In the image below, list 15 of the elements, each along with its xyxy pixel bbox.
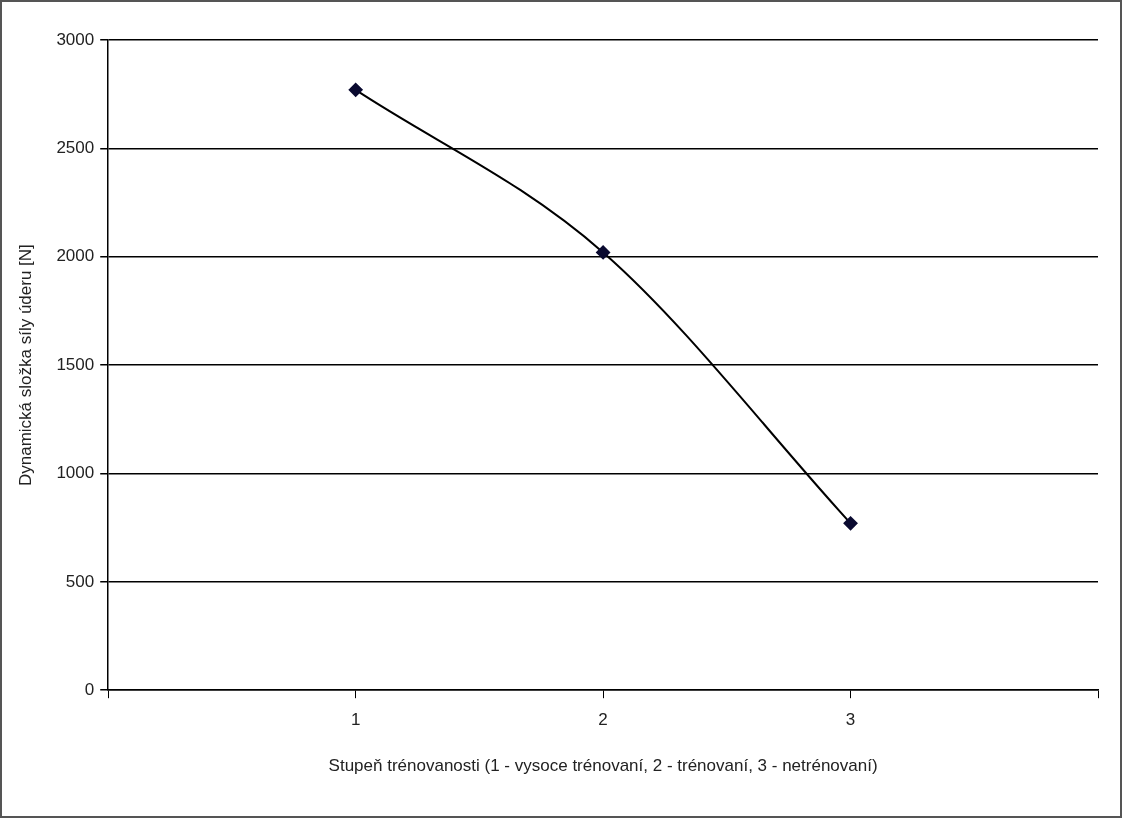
point xyxy=(596,245,611,260)
x-tick-label: 1 xyxy=(350,710,361,730)
y-tick-label: 3000 xyxy=(56,29,95,49)
x-axis-title: Stupeň trénovanosti (1 - vysoce trénovaní, 2 - trénovaní, 3 - netrénovaní) xyxy=(328,756,878,776)
point xyxy=(843,516,858,531)
point xyxy=(348,82,363,97)
y-tick-label: 1500 xyxy=(56,354,95,374)
y-tick-label: 2500 xyxy=(56,138,95,158)
y-axis-title: Dynamická složka síly úderu [N] xyxy=(15,244,35,487)
y-tick-label: 1000 xyxy=(56,463,95,483)
x-tick-label: 2 xyxy=(598,710,608,730)
y-tick-label: 500 xyxy=(65,571,95,591)
y-tick-label: 0 xyxy=(84,679,95,699)
y-tick-label: 2000 xyxy=(56,246,95,266)
x-tick-label: 3 xyxy=(845,710,856,730)
